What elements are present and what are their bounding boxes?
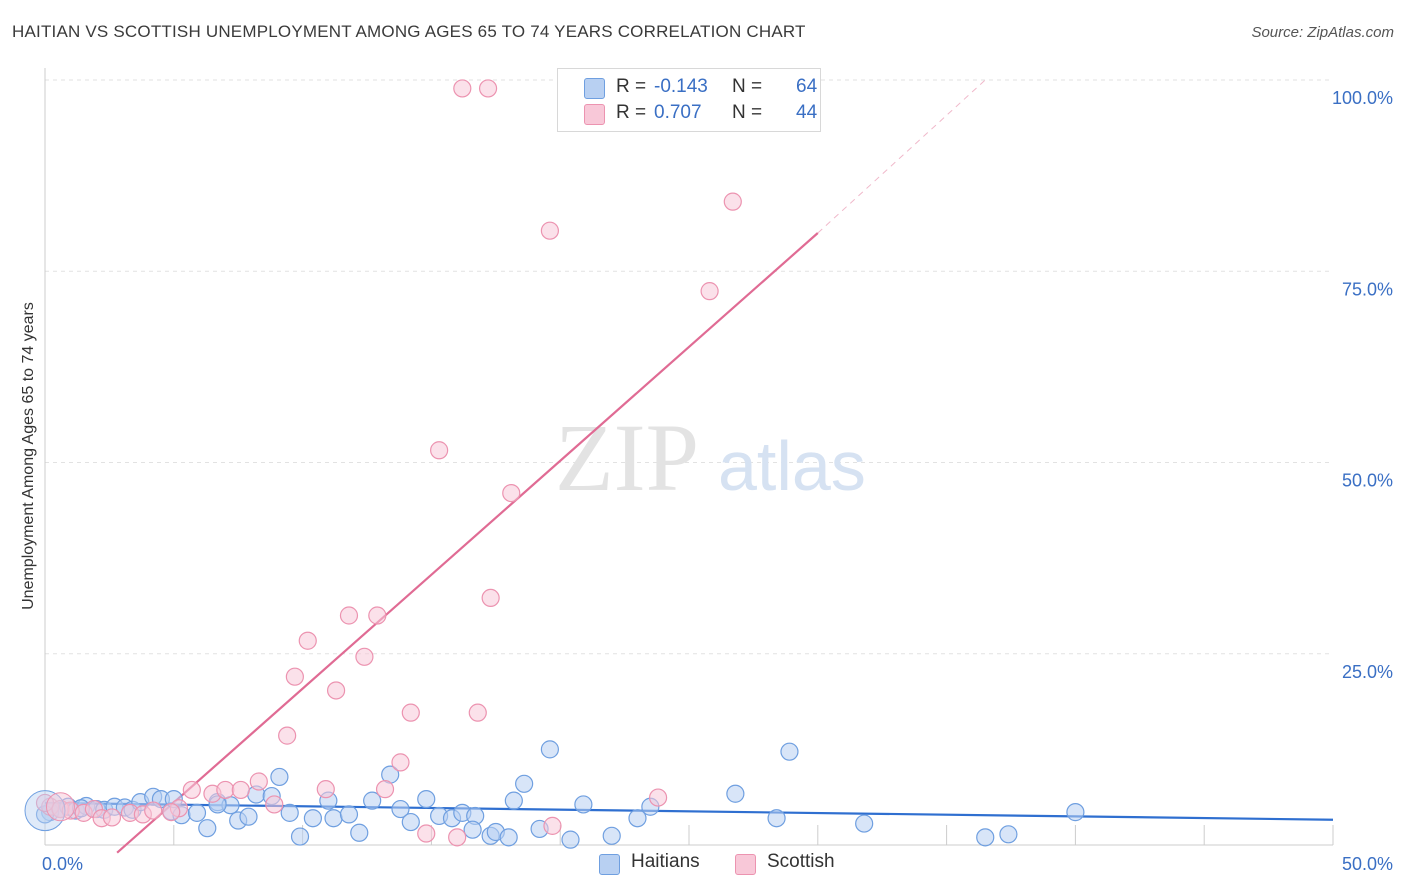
scottish-point <box>339 606 359 625</box>
legend-n-value: 44 <box>796 102 818 123</box>
scottish-point <box>448 828 467 847</box>
grid <box>45 79 1333 655</box>
y-tick-label: 25.0% <box>1342 662 1393 682</box>
scottish-point <box>249 772 268 791</box>
legend-r-value: 0.707 <box>654 102 702 123</box>
scottish-point <box>216 780 235 800</box>
scottish-point <box>375 780 395 799</box>
scottish-point <box>265 795 284 814</box>
haitians-point <box>463 820 482 839</box>
legend-swatch-haitians <box>584 78 605 99</box>
haitians-point <box>290 827 310 846</box>
chart-source: Source: ZipAtlas.com <box>1251 24 1394 41</box>
haitians-point <box>515 774 534 793</box>
haitians-point <box>540 740 559 759</box>
haitians-point <box>1066 803 1085 822</box>
bottom-legend-swatch <box>735 854 756 875</box>
legend-n-value: 64 <box>796 76 818 97</box>
watermark-zip: ZIP <box>555 404 699 511</box>
scottish-point <box>182 780 201 800</box>
haitians-point <box>999 825 1018 844</box>
scottish-point <box>298 631 317 650</box>
scottish-point <box>648 788 668 807</box>
trend-lines <box>44 79 1334 854</box>
y-tick-label: 100.0% <box>1332 88 1393 108</box>
legend-r-value: -0.143 <box>654 76 708 97</box>
y-tick-label: 50.0% <box>1342 471 1393 491</box>
scottish-point <box>700 282 719 301</box>
haitians-point <box>504 791 523 810</box>
haitians-point <box>239 807 258 826</box>
haitians-point <box>363 791 382 810</box>
scottish-point <box>540 221 559 240</box>
scottish-point <box>326 681 346 700</box>
scottish-point <box>355 647 374 666</box>
bottom-legend-swatch <box>599 854 620 875</box>
haitians-point <box>303 809 323 828</box>
scottish-point <box>316 780 335 799</box>
legend-n-label: N = <box>732 102 763 123</box>
scottish-trend-line <box>116 232 819 854</box>
data-points <box>24 79 1085 849</box>
scottish-point <box>430 441 449 460</box>
tick-labels: 25.0% 50.0% 75.0% 100.0% 0.0% 50.0% <box>42 88 1393 874</box>
haitians-point <box>628 809 647 828</box>
haitians-point <box>198 819 217 838</box>
stats-legend: R = -0.143 N = 64 R = 0.707 N = 44 <box>557 68 821 132</box>
scottish-point <box>543 816 562 835</box>
scottish-point <box>162 803 181 822</box>
haitians-point <box>401 812 420 832</box>
watermark-atlas: atlas <box>718 427 866 505</box>
scottish-point <box>723 192 742 211</box>
scottish-point <box>401 703 420 722</box>
scottish-point <box>391 753 410 772</box>
haitians-point <box>602 826 621 845</box>
haitians-point <box>391 799 410 819</box>
haitians-point <box>561 830 580 849</box>
haitians-point <box>574 795 593 814</box>
haitians-point <box>280 803 299 822</box>
haitians-point <box>339 805 359 824</box>
scottish-point <box>481 588 500 608</box>
x-tick-label: 0.0% <box>42 854 83 874</box>
scottish-point <box>231 780 250 800</box>
scottish-point <box>468 703 487 722</box>
scottish-point <box>102 808 122 827</box>
haitians-point <box>976 828 995 847</box>
scottish-point <box>502 484 521 503</box>
y-tick-label: 75.0% <box>1342 279 1393 299</box>
scottish-point <box>45 792 75 822</box>
haitians-point <box>767 809 786 828</box>
scottish-point <box>144 801 163 820</box>
haitians-point <box>855 814 874 833</box>
legend-n-label: N = <box>732 76 763 97</box>
legend-r-label: R = <box>616 102 647 123</box>
haitians-point <box>350 823 369 842</box>
scottish-trend-extension <box>817 79 986 234</box>
haitians-point <box>270 767 289 787</box>
haitians-point <box>499 828 518 847</box>
haitians-point <box>780 742 799 761</box>
x-tick-label: 50.0% <box>1342 854 1393 874</box>
haitians-point <box>417 789 436 809</box>
scottish-point <box>453 79 472 98</box>
y-axis-label: Unemployment Among Ages 65 to 74 years <box>20 302 37 610</box>
haitians-trend-line <box>44 801 1334 821</box>
scottish-point <box>478 79 498 98</box>
haitians-point <box>324 809 343 828</box>
bottom-legend-label: Haitians <box>631 851 700 872</box>
haitians-point <box>726 784 745 803</box>
bottom-legend-label: Scottish <box>767 851 835 872</box>
legend-r-label: R = <box>616 76 647 97</box>
haitians-point <box>187 803 207 822</box>
chart-title: HAITIAN VS SCOTTISH UNEMPLOYMENT AMONG A… <box>12 22 806 41</box>
scottish-point <box>285 667 304 686</box>
scottish-point <box>417 824 436 843</box>
scottish-point <box>278 726 297 745</box>
scottish-point <box>368 606 387 625</box>
legend-swatch-scottish <box>584 104 605 125</box>
